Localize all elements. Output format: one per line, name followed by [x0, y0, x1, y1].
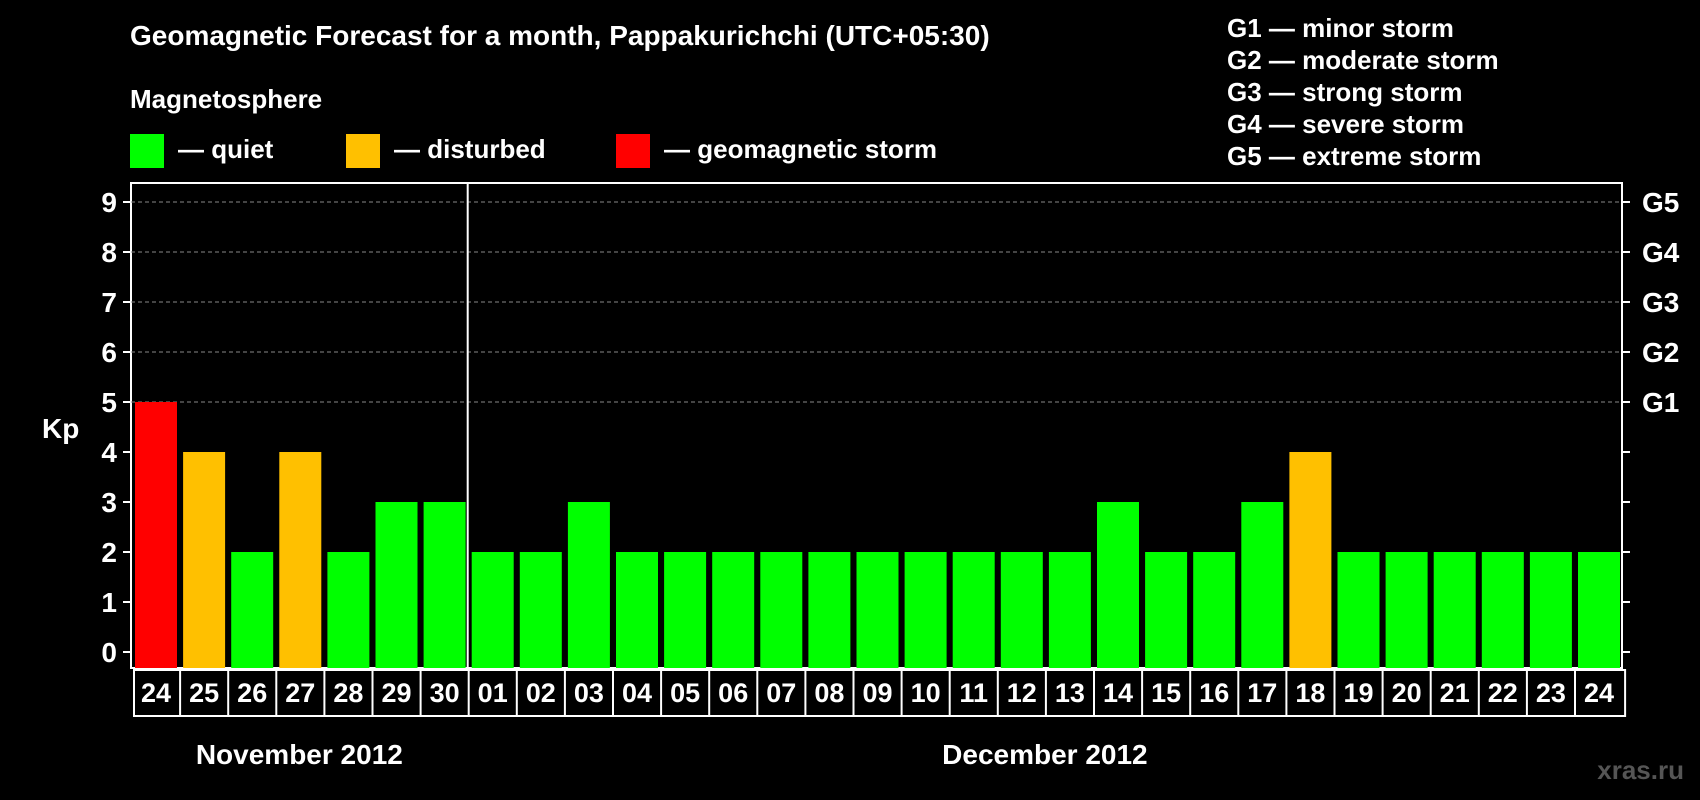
- bar: [712, 552, 755, 668]
- bar: [1193, 552, 1236, 668]
- y-axis-label: Kp: [42, 413, 79, 444]
- x-tick-label: 14: [1103, 678, 1133, 708]
- y-tick-label: 1: [101, 587, 117, 618]
- x-tick-label: 18: [1295, 678, 1325, 708]
- x-tick-label: 12: [1007, 678, 1037, 708]
- x-tick-label: 05: [670, 678, 700, 708]
- month-label: November 2012: [196, 739, 403, 770]
- x-tick-label: 17: [1247, 678, 1277, 708]
- legend-label-quiet: — quiet: [178, 134, 274, 164]
- bar: [327, 552, 370, 668]
- legend-heading: Magnetosphere: [130, 84, 323, 114]
- bar: [1097, 502, 1139, 668]
- legend-label-storm: — geomagnetic storm: [664, 134, 938, 164]
- x-tick-label: 24: [141, 678, 171, 708]
- y-tick-label: 7: [101, 287, 117, 318]
- x-tick-label: 21: [1440, 678, 1470, 708]
- bar: [1145, 552, 1188, 668]
- chart-title: Geomagnetic Forecast for a month, Pappak…: [130, 20, 990, 51]
- y-tick-label: 5: [101, 387, 117, 418]
- y-tick-label: 0: [101, 637, 117, 668]
- bar: [567, 502, 610, 668]
- x-tick-label: 15: [1151, 678, 1181, 708]
- legend-swatch-quiet: [130, 134, 164, 168]
- bar: [856, 552, 899, 668]
- x-tick-label: 16: [1199, 678, 1229, 708]
- category-box-frame: [133, 669, 1627, 717]
- x-tick-label: 01: [478, 678, 508, 708]
- x-tick-label: 30: [430, 678, 460, 708]
- g-level-label: G4: [1642, 237, 1680, 268]
- bar: [1481, 552, 1524, 668]
- bar: [519, 552, 562, 668]
- watermark: xras.ru: [1597, 755, 1684, 785]
- x-tick-label: 06: [718, 678, 748, 708]
- y-tick-label: 9: [101, 187, 117, 218]
- bar: [1529, 552, 1572, 668]
- y-tick-label: 4: [101, 437, 117, 468]
- g-scale-item: G2 — moderate storm: [1227, 45, 1499, 75]
- g-scale-item: G1 — minor storm: [1227, 13, 1454, 43]
- bar: [664, 552, 707, 668]
- bar: [1578, 552, 1620, 668]
- x-tick-label: 26: [237, 678, 267, 708]
- legend-swatch-storm: [616, 134, 650, 168]
- bar: [952, 552, 995, 668]
- x-tick-label: 04: [622, 678, 652, 708]
- x-tick-label: 20: [1392, 678, 1422, 708]
- x-tick-label: 07: [766, 678, 796, 708]
- legend-label-disturbed: — disturbed: [394, 134, 546, 164]
- g-scale-item: G3 — strong storm: [1227, 77, 1463, 107]
- x-tick-label: 13: [1055, 678, 1085, 708]
- x-tick-label: 25: [189, 678, 219, 708]
- g-scale-legend: G1 — minor storm G2 — moderate storm G3 …: [1227, 12, 1499, 172]
- x-tick-label: 23: [1536, 678, 1566, 708]
- bar: [1385, 552, 1428, 668]
- bar: [616, 552, 658, 668]
- y-tick-label: 8: [101, 237, 117, 268]
- x-tick-label: 29: [381, 678, 411, 708]
- bar: [760, 552, 803, 668]
- x-tick-label: 08: [814, 678, 844, 708]
- y-tick-label: 2: [101, 537, 117, 568]
- bar: [135, 402, 177, 668]
- g-level-label: G1: [1642, 387, 1679, 418]
- g-level-label: G5: [1642, 187, 1679, 218]
- x-tick-label: 28: [333, 678, 363, 708]
- bar: [1241, 502, 1284, 668]
- bar: [471, 552, 514, 668]
- x-tick-label: 02: [526, 678, 556, 708]
- bar: [231, 552, 274, 668]
- x-tick-label: 03: [574, 678, 604, 708]
- bar: [279, 452, 322, 668]
- x-tick-label: 27: [285, 678, 315, 708]
- x-tick-label: 11: [959, 678, 988, 708]
- month-label: December 2012: [942, 739, 1147, 770]
- bar: [1000, 552, 1043, 668]
- bar: [423, 502, 466, 668]
- x-tick-label: 22: [1488, 678, 1518, 708]
- g-scale-item: G5 — extreme storm: [1227, 141, 1482, 171]
- y-tick-label: 3: [101, 487, 117, 518]
- bar: [1337, 552, 1380, 668]
- x-tick-label: 09: [862, 678, 892, 708]
- y-tick-label: 6: [101, 337, 117, 368]
- g-level-label: G2: [1642, 337, 1679, 368]
- bar: [183, 452, 226, 668]
- legend-swatch-disturbed: [346, 134, 380, 168]
- x-tick-label: 24: [1584, 678, 1614, 708]
- bar: [808, 552, 851, 668]
- bar: [1289, 452, 1332, 668]
- g-scale-item: G4 — severe storm: [1227, 109, 1465, 139]
- bar: [375, 502, 418, 668]
- bar: [1433, 552, 1476, 668]
- x-tick-label: 10: [911, 678, 941, 708]
- g-level-label: G3: [1642, 287, 1679, 318]
- bar: [1048, 552, 1091, 668]
- x-tick-label: 19: [1343, 678, 1373, 708]
- bar: [904, 552, 947, 668]
